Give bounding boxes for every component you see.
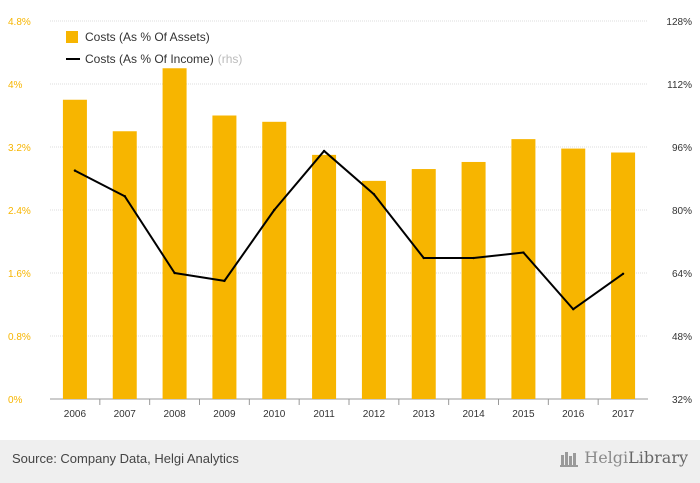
combo-chart-svg: 0% 32% 0.8% 48% 1.6% 64% 2.4% 80% 3.2% 96% 4% 112% 4… (8, 17, 692, 420)
bar[interactable] (262, 121, 287, 400)
x-tick-label: 2010 (263, 409, 286, 420)
line-point[interactable] (322, 149, 326, 153)
legend-label-assets: Costs (As % Of Assets) (85, 30, 210, 44)
x-tick-label: 2012 (363, 409, 386, 420)
legend-swatch-line (66, 58, 80, 60)
x-tick-label: 2006 (64, 409, 87, 420)
y-left-tick-label: 0.8% (8, 332, 31, 343)
x-tick-label: 2016 (562, 409, 585, 420)
legend-label-income: Costs (As % Of Income) (85, 52, 214, 66)
line-point[interactable] (273, 208, 276, 212)
y-right-tick-label: 48% (672, 332, 692, 343)
legend-swatch-bar (66, 31, 78, 43)
chart: 0% 32% 0.8% 48% 1.6% 64% 2.4% 80% 3.2% 96% 4% 112% 4… (8, 17, 692, 420)
y-right-tick-label: 96% (672, 143, 692, 154)
x-tick-label: 2014 (462, 409, 485, 420)
bar[interactable] (361, 180, 386, 399)
legend-item-assets[interactable]: Costs (As % Of Assets) (66, 26, 242, 48)
bar[interactable] (212, 115, 237, 400)
bar[interactable] (611, 152, 636, 399)
x-tick-label: 2015 (512, 409, 535, 420)
bar[interactable] (62, 99, 87, 399)
chart-legend: Costs (As % Of Assets) Costs (As % Of In… (66, 26, 242, 70)
brand-name: HelgiLibrary (584, 448, 688, 467)
x-tick-label: 2009 (213, 409, 236, 420)
x-tick-label: 2017 (612, 409, 635, 420)
bar[interactable] (511, 139, 536, 399)
brand-logo[interactable]: HelgiLibrary (560, 448, 688, 467)
x-tick-label: 2007 (114, 409, 137, 420)
footer: Source: Company Data, Helgi Analytics He… (0, 440, 700, 483)
line-series-income[interactable] (74, 149, 624, 311)
line-point[interactable] (223, 279, 226, 283)
y-left-tick-label: 2.4% (8, 206, 31, 217)
line-point[interactable] (572, 308, 575, 311)
bar[interactable] (112, 131, 137, 399)
x-tick-label: 2013 (413, 409, 436, 420)
source-text: Source: Company Data, Helgi Analytics (12, 451, 239, 466)
line-point[interactable] (621, 272, 625, 275)
y-left-tick-label: 4% (8, 80, 23, 91)
library-logo-icon (560, 451, 579, 467)
y-right-tick-label: 80% (672, 206, 692, 217)
line-point[interactable] (522, 251, 525, 254)
y-right-tick-label: 32% (672, 395, 692, 406)
bar[interactable] (461, 161, 486, 399)
y-right-tick-label: 128% (666, 17, 692, 28)
line-point[interactable] (372, 193, 376, 196)
bar[interactable] (411, 169, 436, 399)
y-left-tick-label: 0% (8, 395, 23, 406)
line-point[interactable] (123, 195, 126, 198)
y-right-tick-label: 64% (672, 269, 692, 280)
bar[interactable] (561, 148, 586, 399)
legend-item-income[interactable]: Costs (As % Of Income) (rhs) (66, 48, 242, 70)
x-tick-label: 2008 (163, 409, 186, 420)
y-left-tick-label: 3.2% (8, 143, 31, 154)
x-tick-label: 2011 (313, 409, 335, 420)
bar[interactable] (312, 154, 337, 399)
y-left-tick-label: 4.8% (8, 17, 31, 28)
brand-suffix: Library (628, 448, 688, 467)
brand-prefix: Helgi (584, 448, 629, 467)
y-right-tick-label: 112% (667, 80, 692, 91)
y-left-tick-label: 1.6% (8, 269, 31, 280)
line-point[interactable] (422, 256, 425, 260)
line-point[interactable] (472, 256, 475, 260)
legend-label-rhs: (rhs) (217, 52, 243, 66)
bar[interactable] (162, 68, 187, 399)
line-point[interactable] (173, 271, 176, 275)
line-point[interactable] (73, 169, 77, 172)
